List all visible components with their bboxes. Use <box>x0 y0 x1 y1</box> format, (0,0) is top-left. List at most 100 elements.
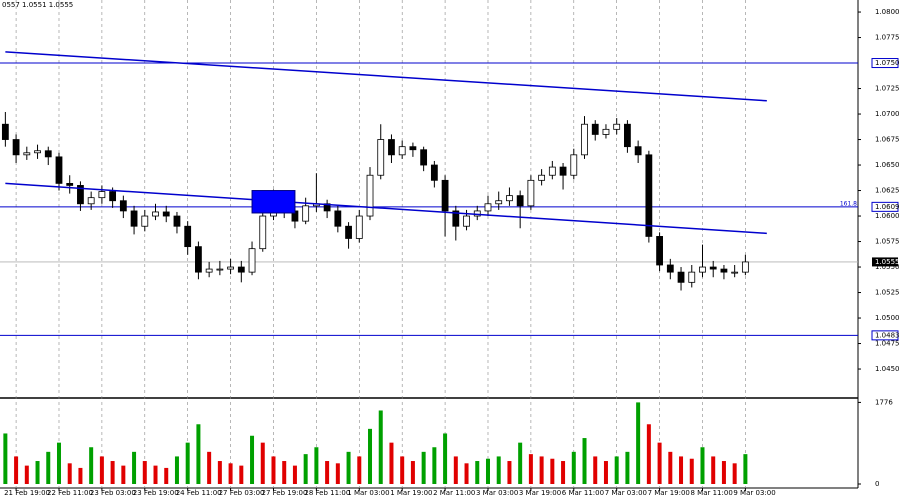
level-box <box>871 58 899 69</box>
candle-body <box>441 179 449 212</box>
volume-tick-label: 1776 <box>875 398 893 406</box>
level-box <box>871 201 899 212</box>
candle-body <box>452 210 460 227</box>
candle-body <box>591 123 599 135</box>
current-price-label: 1.0555 <box>875 258 900 266</box>
candle-body <box>741 261 749 273</box>
candle-body <box>1 123 9 140</box>
y-tick-label: 1.0550 <box>875 263 900 271</box>
candle-body <box>109 191 117 202</box>
y-tick-label: 1.0675 <box>875 136 900 144</box>
volume-bar <box>539 456 544 484</box>
volume-bar <box>132 451 137 484</box>
candle-body <box>613 123 621 130</box>
volume-bar <box>164 467 169 484</box>
volume-bar <box>550 458 555 484</box>
candle-body <box>334 210 342 227</box>
x-tick-label: 27 Feb 19:00 <box>261 489 307 497</box>
y-tick-label: 1.0575 <box>875 238 900 246</box>
candle-body <box>516 195 524 207</box>
candle-body <box>23 152 31 156</box>
candle-body <box>666 264 674 273</box>
volume-bar <box>335 463 340 484</box>
candle-body <box>152 211 159 217</box>
x-tick-label: 2 Mar 11:00 <box>433 489 475 497</box>
volume-bar <box>292 465 297 484</box>
volume-bar <box>368 428 373 484</box>
volume-bar <box>46 451 51 484</box>
volume-bar <box>582 438 587 484</box>
y-tick-label: 1.0800 <box>875 8 900 16</box>
candle-body <box>98 191 106 199</box>
y-tick-label: 1.0525 <box>875 289 900 297</box>
volume-bar <box>721 461 726 484</box>
volume-bar <box>78 467 83 484</box>
volume-bar <box>711 456 716 484</box>
candle-body <box>34 150 41 154</box>
candle-body <box>12 139 20 156</box>
candle-body <box>55 156 63 184</box>
candle-body <box>699 266 706 273</box>
candle-body <box>173 215 181 227</box>
volume-bar <box>518 442 523 484</box>
candle-body <box>656 236 663 266</box>
candle-body <box>709 266 717 270</box>
candle-body <box>677 271 685 283</box>
volume-bar <box>689 458 694 484</box>
level-label: 1.0483 <box>875 331 900 339</box>
x-tick-label: 23 Feb 19:00 <box>133 489 179 497</box>
volume-bar <box>35 461 40 484</box>
volume-bar <box>679 456 684 484</box>
x-tick-label: 1 Mar 03:00 <box>347 489 389 497</box>
level-box <box>871 330 899 341</box>
volume-bar <box>67 463 72 484</box>
candle-body <box>87 197 95 205</box>
candle-body <box>720 268 728 273</box>
y-tick-label: 1.0500 <box>875 314 900 322</box>
volume-bar <box>378 410 383 484</box>
volume-bar <box>389 442 394 484</box>
volume-bar <box>410 461 415 484</box>
volume-bar <box>260 442 265 484</box>
candle-body <box>548 166 556 176</box>
volume-bar <box>485 458 490 484</box>
candle-body <box>130 210 138 227</box>
volume-bar <box>325 461 330 484</box>
candle-body <box>624 123 631 148</box>
volume-bar <box>528 454 533 484</box>
candle-body <box>538 174 546 181</box>
x-tick-label: 23 Feb 03:00 <box>90 489 136 497</box>
candle-body <box>216 268 224 271</box>
zone-box <box>251 190 296 214</box>
volume-bar <box>561 461 566 484</box>
candle-body <box>581 123 588 156</box>
volume-bar <box>3 433 8 484</box>
volume-bar <box>421 451 426 484</box>
x-tick-label: 27 Feb 03:00 <box>219 489 265 497</box>
y-tick-label: 1.0625 <box>875 187 900 195</box>
volume-bar <box>700 447 705 484</box>
volume-bar <box>732 463 737 484</box>
x-tick-label: 3 Mar 19:00 <box>519 489 561 497</box>
x-tick-label: 21 Feb 19:00 <box>4 489 50 497</box>
x-tick-label: 7 Mar 19:00 <box>648 489 690 497</box>
x-tick-label: 28 Feb 11:00 <box>304 489 350 497</box>
volume-bar <box>507 461 512 484</box>
volume-bar <box>217 461 222 484</box>
x-tick-label: 24 Feb 11:00 <box>176 489 222 497</box>
volume-tick-label: 0 <box>875 480 879 488</box>
candle-body <box>141 215 149 227</box>
trend-line <box>5 182 767 235</box>
candle-body <box>237 266 245 273</box>
volume-bar <box>250 435 255 484</box>
candle-body <box>77 185 84 205</box>
candle-body <box>259 215 267 250</box>
candle-body <box>570 154 578 176</box>
volume-bar <box>668 451 673 484</box>
volume-bar <box>24 465 29 484</box>
volume-bar <box>432 447 437 484</box>
volume-bar <box>657 442 662 484</box>
candle-body <box>66 182 74 186</box>
